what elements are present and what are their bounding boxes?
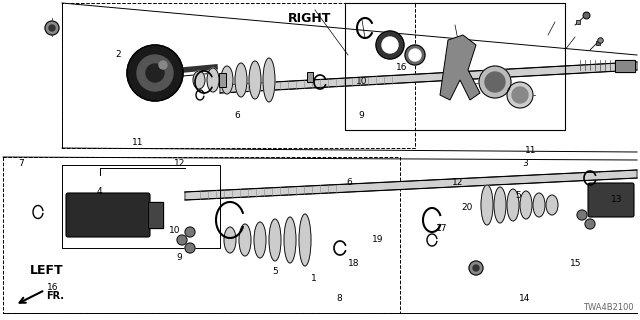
Circle shape <box>49 25 55 31</box>
Ellipse shape <box>254 222 266 258</box>
Text: 2: 2 <box>116 50 121 59</box>
Text: 20: 20 <box>461 204 473 212</box>
Text: 15: 15 <box>570 259 582 268</box>
Text: LEFT: LEFT <box>30 263 63 276</box>
Ellipse shape <box>221 66 233 94</box>
Text: 12: 12 <box>452 178 463 187</box>
Text: FR.: FR. <box>46 291 64 301</box>
Circle shape <box>127 45 183 101</box>
Text: 3: 3 <box>522 159 527 168</box>
Ellipse shape <box>235 63 247 97</box>
Ellipse shape <box>533 193 545 217</box>
Text: 14: 14 <box>519 294 531 303</box>
FancyBboxPatch shape <box>588 183 634 217</box>
Circle shape <box>469 261 483 275</box>
Bar <box>307 72 313 82</box>
Text: 17: 17 <box>436 224 447 233</box>
Ellipse shape <box>193 71 205 89</box>
Bar <box>615 60 635 72</box>
Circle shape <box>507 82 533 108</box>
Bar <box>615 60 635 72</box>
Polygon shape <box>185 170 637 200</box>
Text: 18: 18 <box>348 260 360 268</box>
Circle shape <box>409 49 421 61</box>
Circle shape <box>159 61 167 69</box>
Text: 19: 19 <box>372 236 383 244</box>
Circle shape <box>137 55 173 91</box>
Circle shape <box>585 219 595 229</box>
Text: 13: 13 <box>611 196 622 204</box>
Bar <box>148 202 163 228</box>
Circle shape <box>382 37 398 53</box>
Ellipse shape <box>249 61 261 99</box>
Text: 6: 6 <box>346 178 351 187</box>
Circle shape <box>473 265 479 271</box>
Ellipse shape <box>494 187 506 223</box>
Ellipse shape <box>269 219 281 261</box>
Circle shape <box>146 64 164 82</box>
Ellipse shape <box>481 185 493 225</box>
Text: 6: 6 <box>234 111 239 120</box>
Bar <box>148 202 163 228</box>
FancyBboxPatch shape <box>66 193 150 237</box>
Circle shape <box>577 210 587 220</box>
Text: 16: 16 <box>47 284 58 292</box>
Ellipse shape <box>263 58 275 102</box>
Text: 5: 5 <box>273 268 278 276</box>
Ellipse shape <box>207 68 219 92</box>
Bar <box>219 73 226 87</box>
Text: 9: 9 <box>177 253 182 262</box>
Ellipse shape <box>239 224 251 256</box>
Text: RIGHT: RIGHT <box>288 12 332 25</box>
Text: 1: 1 <box>311 274 316 283</box>
Text: 11: 11 <box>525 146 537 155</box>
Text: TWA4B2100: TWA4B2100 <box>584 303 634 312</box>
Text: 11: 11 <box>132 138 143 147</box>
Circle shape <box>185 243 195 253</box>
Polygon shape <box>220 62 637 93</box>
Circle shape <box>185 227 195 237</box>
Ellipse shape <box>507 189 519 221</box>
Text: 9: 9 <box>359 111 364 120</box>
Ellipse shape <box>546 195 558 215</box>
Circle shape <box>512 87 528 103</box>
Circle shape <box>405 45 425 65</box>
Ellipse shape <box>284 217 296 263</box>
Ellipse shape <box>224 227 236 253</box>
Text: 12: 12 <box>173 159 185 168</box>
Circle shape <box>45 21 59 35</box>
Text: 8: 8 <box>337 294 342 303</box>
Ellipse shape <box>299 214 311 266</box>
Text: 5: 5 <box>516 191 521 200</box>
Circle shape <box>376 31 404 59</box>
Ellipse shape <box>520 191 532 219</box>
Circle shape <box>485 72 505 92</box>
Polygon shape <box>440 35 480 100</box>
Text: 16: 16 <box>396 63 407 72</box>
Circle shape <box>479 66 511 98</box>
Text: 4: 4 <box>97 188 102 196</box>
Circle shape <box>177 235 187 245</box>
Text: 10: 10 <box>356 77 367 86</box>
Text: 10: 10 <box>169 226 180 235</box>
Text: 7: 7 <box>19 159 24 168</box>
